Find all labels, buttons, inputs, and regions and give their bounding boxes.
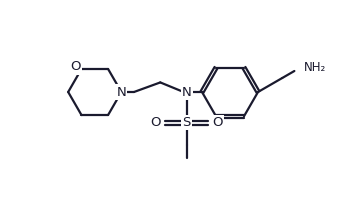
Text: O: O bbox=[150, 116, 161, 129]
Text: O: O bbox=[212, 116, 223, 129]
Text: NH₂: NH₂ bbox=[304, 60, 327, 74]
Text: N: N bbox=[117, 85, 126, 98]
Text: O: O bbox=[70, 60, 81, 74]
Text: S: S bbox=[182, 116, 191, 129]
Text: N: N bbox=[182, 85, 192, 98]
